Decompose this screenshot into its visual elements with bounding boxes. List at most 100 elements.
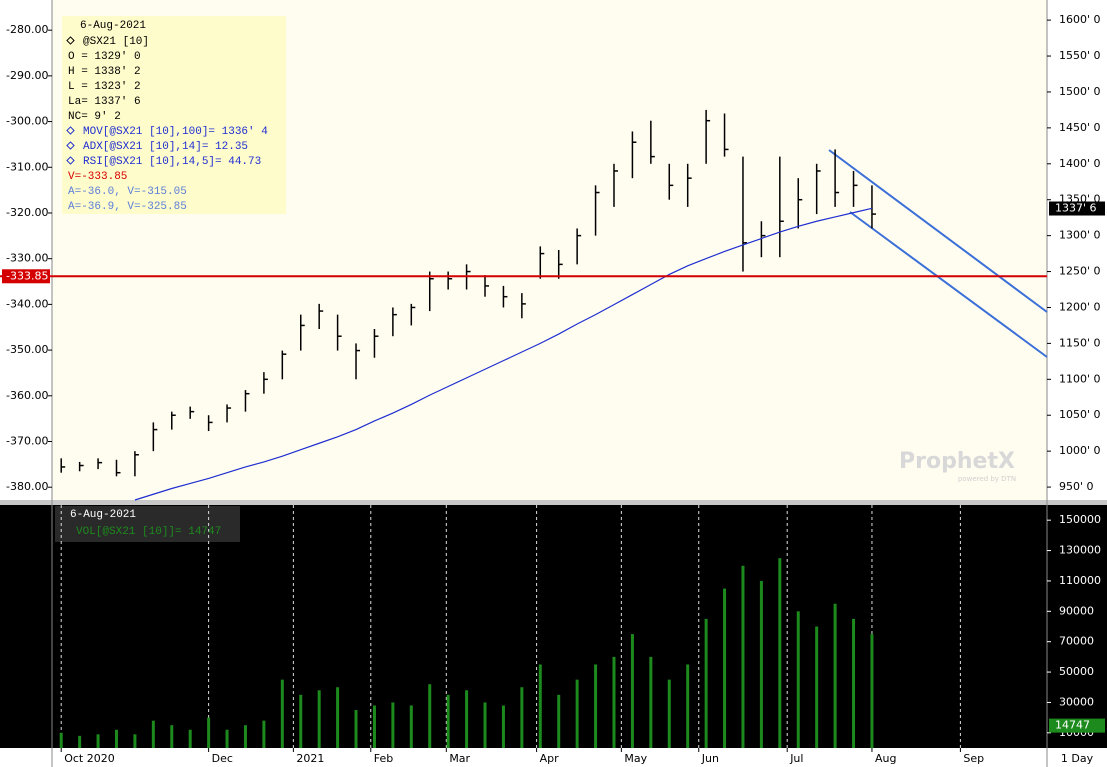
volume-bar bbox=[501, 705, 505, 748]
y-tick-label: 950' 0 bbox=[1059, 480, 1094, 493]
volume-bar bbox=[372, 705, 376, 748]
diamond-icon bbox=[66, 156, 75, 165]
splitter bbox=[0, 500, 1107, 505]
x-tick-label: 2021 bbox=[296, 752, 324, 765]
volume-info-box bbox=[55, 506, 240, 542]
volume-bar bbox=[796, 611, 800, 748]
diamond-icon bbox=[66, 126, 75, 135]
info-line: ADX[@SX21 [10],14]= 12.35 bbox=[83, 141, 248, 153]
volume-bar bbox=[465, 690, 469, 748]
y2-tick-label: -310.00 bbox=[6, 160, 48, 173]
volume-bar bbox=[759, 580, 763, 748]
volume-bar bbox=[538, 664, 542, 748]
interval-label[interactable]: 1 Day bbox=[1061, 752, 1094, 765]
info-box bbox=[62, 16, 286, 214]
y2-tick-label: -360.00 bbox=[6, 389, 48, 402]
x-tick-label: Aug bbox=[875, 752, 896, 765]
x-tick-label: May bbox=[624, 752, 647, 765]
y2-tick-label: -330.00 bbox=[6, 252, 48, 265]
y-tick-label: 1300' 0 bbox=[1059, 229, 1101, 242]
volume-bar bbox=[170, 725, 174, 748]
watermark-title: ProphetX bbox=[899, 449, 1015, 474]
volume-bar bbox=[59, 732, 63, 748]
info-title: 6-Aug-2021 bbox=[80, 20, 146, 32]
volume-bar bbox=[557, 694, 561, 748]
y-tick-label: 1250' 0 bbox=[1059, 265, 1101, 278]
y2-tick-label: -380.00 bbox=[6, 480, 48, 493]
volume-bar bbox=[114, 729, 118, 748]
volume-bar bbox=[225, 729, 229, 748]
volume-bar bbox=[575, 679, 579, 748]
volume-bar bbox=[151, 720, 155, 748]
trend-line[interactable] bbox=[828, 149, 1048, 313]
info-line: RSI[@SX21 [10],14,5]= 44.73 bbox=[83, 156, 261, 168]
volume-info-title: 6-Aug-2021 bbox=[70, 509, 136, 521]
x-tick-label: Mar bbox=[449, 752, 470, 765]
y-tick-label: 50000 bbox=[1059, 665, 1094, 678]
trend-line[interactable] bbox=[849, 211, 1048, 358]
y2-tick-label: -280.00 bbox=[6, 23, 48, 36]
volume-bar bbox=[78, 735, 82, 748]
info-line: A=-36.0, V=-315.05 bbox=[68, 186, 187, 198]
info-line: NC= 9' 2 bbox=[68, 111, 121, 123]
info-line: H = 1338' 2 bbox=[68, 66, 141, 78]
last-price-bg bbox=[1049, 201, 1105, 216]
y2-tick-label: -300.00 bbox=[6, 115, 48, 128]
y-tick-label: 110000 bbox=[1059, 574, 1101, 587]
y2-tick-label: -320.00 bbox=[6, 206, 48, 219]
y-tick-label: 30000 bbox=[1059, 695, 1094, 708]
volume-info-line: VOL[@SX21 [10]]= 14747 bbox=[76, 526, 221, 538]
diamond-icon bbox=[66, 36, 75, 45]
y2-tick-label: -290.00 bbox=[6, 69, 48, 82]
volume-bar bbox=[649, 656, 653, 748]
info-line: L = 1323' 2 bbox=[68, 81, 141, 93]
info-line: MOV[@SX21 [10],100]= 1336' 4 bbox=[83, 126, 268, 138]
info-line: A=-36.9, V=-325.85 bbox=[68, 201, 187, 213]
last-volume-bg bbox=[1049, 718, 1105, 733]
watermark-subtitle: powered by DTN bbox=[958, 475, 1016, 483]
volume-bar bbox=[833, 603, 837, 748]
volume-bar bbox=[520, 687, 524, 748]
y-tick-label: 1450' 0 bbox=[1059, 121, 1101, 134]
volume-bar bbox=[299, 694, 303, 748]
last-volume-label: 14747 bbox=[1055, 719, 1090, 732]
volume-bar bbox=[870, 634, 874, 748]
y-tick-label: 1150' 0 bbox=[1059, 336, 1101, 349]
volume-bar bbox=[243, 725, 247, 748]
y-tick-label: 1050' 0 bbox=[1059, 408, 1101, 421]
volume-bar bbox=[667, 679, 671, 748]
volume-bar bbox=[133, 734, 137, 748]
y-tick-label: 70000 bbox=[1059, 635, 1094, 648]
info-line: La= 1337' 6 bbox=[68, 96, 141, 108]
volume-bar bbox=[852, 618, 856, 748]
volume-panel bbox=[0, 505, 1107, 748]
volume-bar bbox=[741, 565, 745, 748]
volume-bar bbox=[446, 694, 450, 748]
x-tick-label: Sep bbox=[963, 752, 984, 765]
reference-label: -333.85 bbox=[6, 269, 48, 282]
volume-bar bbox=[815, 626, 819, 748]
y-tick-label: 130000 bbox=[1059, 544, 1101, 557]
x-tick-label: Apr bbox=[540, 752, 560, 765]
y-tick-label: 1400' 0 bbox=[1059, 157, 1101, 170]
y2-tick-label: -350.00 bbox=[6, 343, 48, 356]
volume-bar bbox=[354, 710, 358, 748]
reference-label-bg bbox=[2, 269, 50, 284]
y-tick-label: 150000 bbox=[1059, 513, 1101, 526]
info-line: O = 1329' 0 bbox=[68, 51, 141, 63]
volume-bar bbox=[630, 634, 634, 748]
volume-bar bbox=[280, 679, 284, 748]
volume-bar bbox=[483, 702, 487, 748]
x-tick-label: Jul bbox=[789, 752, 803, 765]
y-tick-label: 1200' 0 bbox=[1059, 300, 1101, 313]
volume-bar bbox=[391, 702, 395, 748]
moving-average bbox=[134, 207, 873, 501]
y2-tick-label: -370.00 bbox=[6, 434, 48, 447]
volume-bar bbox=[207, 717, 211, 748]
volume-bar bbox=[188, 729, 192, 748]
info-line: @SX21 [10] bbox=[83, 36, 149, 48]
volume-bar bbox=[96, 734, 100, 748]
y-tick-label: 1100' 0 bbox=[1059, 372, 1101, 385]
volume-bar bbox=[686, 664, 690, 748]
